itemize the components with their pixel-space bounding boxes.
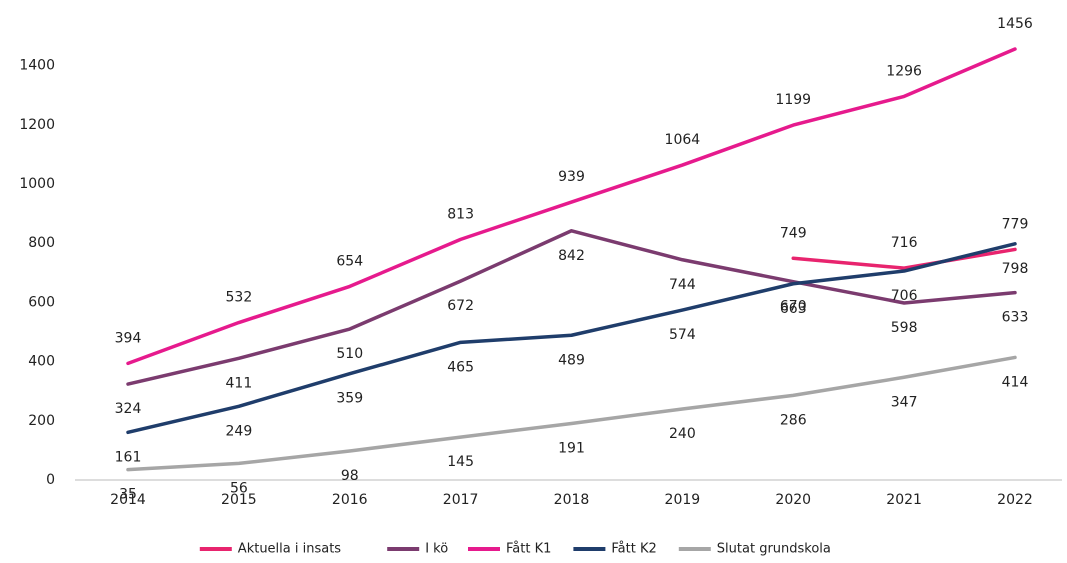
x-tick-label: 2017: [443, 492, 479, 508]
y-tick-label: 0: [46, 472, 55, 488]
y-tick-label: 1000: [19, 176, 55, 192]
data-label: 411: [226, 375, 253, 391]
data-label: 324: [115, 401, 142, 417]
legend-label: Slutat grundskola: [717, 542, 831, 557]
data-label: 716: [891, 235, 918, 251]
data-label: 1064: [665, 132, 701, 148]
data-label: 574: [669, 327, 696, 343]
legend-label: Fått K1: [506, 542, 551, 557]
data-label: 706: [891, 288, 918, 304]
series-line: [126, 355, 1017, 472]
data-label: 414: [1002, 374, 1029, 390]
data-label: 779: [1002, 216, 1029, 232]
data-label: 347: [891, 394, 918, 410]
y-tick-label: 400: [28, 354, 55, 370]
data-label: 240: [669, 426, 696, 442]
y-tick-label: 1400: [19, 58, 55, 74]
data-label: 1199: [775, 92, 811, 108]
data-label: 56: [230, 480, 248, 496]
data-label: 35: [119, 487, 137, 503]
data-label: 510: [336, 346, 363, 362]
series-line: [126, 47, 1017, 366]
x-tick-label: 2016: [332, 492, 368, 508]
data-label: 1456: [997, 16, 1033, 32]
data-label: 249: [226, 423, 253, 439]
data-label: 394: [115, 330, 142, 346]
data-label: 98: [341, 468, 359, 484]
series-line: [126, 229, 1017, 386]
x-tick-label: 2022: [997, 492, 1033, 508]
x-tick-label: 2021: [886, 492, 922, 508]
data-label: 749: [780, 225, 807, 241]
series-line: [791, 247, 1017, 270]
y-tick-label: 600: [28, 294, 55, 310]
data-label: 813: [447, 206, 474, 222]
data-label: 532: [226, 290, 253, 306]
data-label: 798: [1002, 261, 1029, 277]
x-tick-label: 2020: [775, 492, 811, 508]
legend-label: Fått K2: [611, 542, 656, 557]
data-label: 489: [558, 352, 585, 368]
data-label: 654: [336, 253, 363, 269]
data-label: 672: [447, 298, 474, 314]
data-label: 633: [1002, 310, 1029, 326]
data-label: 359: [336, 391, 363, 407]
legend-label: Aktuella i insats: [238, 542, 342, 557]
series-line: [126, 242, 1017, 435]
y-tick-label: 200: [28, 413, 55, 429]
data-label: 842: [558, 248, 585, 264]
data-label: 286: [780, 412, 807, 428]
data-label: 663: [780, 301, 807, 317]
legend-label: I kö: [425, 542, 448, 557]
data-label: 598: [891, 320, 918, 336]
data-label: 161: [115, 449, 142, 465]
data-label: 145: [447, 454, 474, 470]
data-label: 1296: [886, 63, 922, 79]
x-tick-label: 2018: [554, 492, 590, 508]
x-tick-label: 2014: [110, 492, 146, 508]
data-label: 939: [558, 169, 585, 185]
y-tick-label: 800: [28, 235, 55, 251]
data-label: 191: [558, 440, 585, 456]
data-label: 465: [447, 359, 474, 375]
y-tick-label: 1200: [19, 117, 55, 133]
data-label: 744: [669, 277, 696, 293]
x-tick-label: 2015: [221, 492, 257, 508]
x-tick-label: 2019: [665, 492, 701, 508]
data-label: 670: [780, 299, 807, 315]
